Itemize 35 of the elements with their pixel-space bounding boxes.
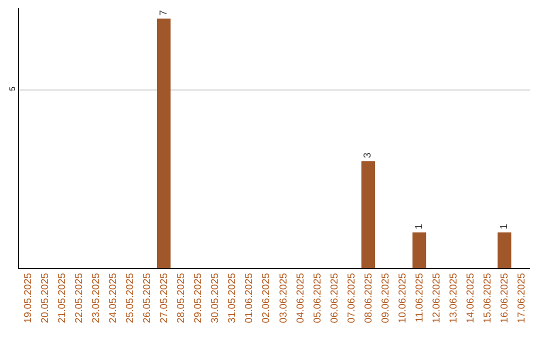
x-tick-label: 01.06.2025 xyxy=(244,272,256,324)
x-tick-label: 11.06.2025 xyxy=(414,272,426,322)
x-tick-label: 07.06.2025 xyxy=(346,272,358,324)
x-tick-label: 20.05.2025 xyxy=(40,272,51,324)
x-tick-label: 05.06.2025 xyxy=(312,272,324,324)
x-tick-label: 28.05.2025 xyxy=(176,272,188,324)
x-tick-label: 31.05.2025 xyxy=(227,272,238,324)
x-tick-label: 08.06.2025 xyxy=(363,272,374,324)
x-tick-label: 09.06.2025 xyxy=(380,272,392,324)
x-tick-label: 12.06.2025 xyxy=(432,272,443,324)
x-tick-label: 03.06.2025 xyxy=(278,272,290,324)
x-tick-label: 29.05.2025 xyxy=(193,272,204,324)
x-tick-label: 21.05.2025 xyxy=(56,272,68,324)
x-tick-label: 26.05.2025 xyxy=(142,272,153,324)
x-tick-label: 23.05.2025 xyxy=(90,272,102,324)
x-tick-label: 24.05.2025 xyxy=(108,272,119,324)
x-tick-label: 22.05.2025 xyxy=(74,272,85,324)
x-tick-label: 02.06.2025 xyxy=(261,272,272,324)
x-tick-label: 04.06.2025 xyxy=(295,272,306,324)
data-label: 3 xyxy=(362,152,374,158)
x-tick-label: 13.06.2025 xyxy=(448,272,460,324)
x-tick-label: 17.06.2025 xyxy=(516,272,528,324)
x-tick-label: 19.05.2025 xyxy=(22,272,34,324)
data-label: 7 xyxy=(158,10,170,16)
x-tick-label: 25.05.2025 xyxy=(124,272,136,324)
x-tick-label: 10.06.2025 xyxy=(398,272,408,324)
data-label: 1 xyxy=(414,223,425,230)
x-tick-label: 16.06.2025 xyxy=(500,272,511,324)
data-label: 1 xyxy=(498,223,510,230)
x-tick-label: 27.05.2025 xyxy=(159,272,170,324)
y-tick-label: 5 xyxy=(8,86,17,91)
x-tick-label: 15.06.2025 xyxy=(482,272,494,324)
x-tick-label: 06.06.2025 xyxy=(329,272,340,324)
x-tick-label: 30.05.2025 xyxy=(210,272,222,324)
x-tick-label: 14.06.2025 xyxy=(466,272,477,324)
